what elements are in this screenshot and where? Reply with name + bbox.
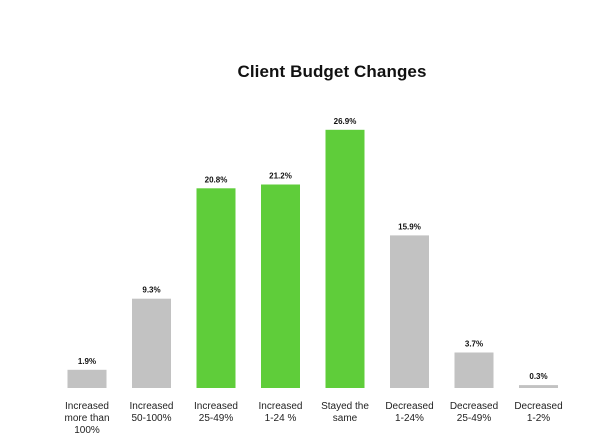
category-label-2: Increased 25-49% bbox=[194, 401, 238, 424]
category-label-3: Increased 1-24 % bbox=[259, 401, 303, 424]
bar-4 bbox=[325, 129, 365, 389]
bar-value-label-2: 20.8% bbox=[205, 175, 228, 184]
category-label-2-line-0: Increased bbox=[194, 401, 238, 412]
category-label-0: Increased more than 100% bbox=[64, 401, 109, 436]
category-label-6-line-0: Decreased bbox=[450, 401, 498, 412]
bar-value-label-7: 0.3% bbox=[529, 372, 547, 381]
bar-7 bbox=[519, 385, 558, 388]
bar-value-label-1: 9.3% bbox=[142, 286, 160, 295]
bar-value-label-6: 3.7% bbox=[465, 340, 483, 349]
bar-1 bbox=[132, 298, 171, 388]
category-label-4: Stayed the same bbox=[321, 401, 369, 424]
category-label-3-line-0: Increased bbox=[259, 401, 303, 412]
category-label-3-line-1: 1-24 % bbox=[265, 413, 297, 424]
bar-6 bbox=[454, 352, 494, 388]
category-label-4-line-0: Stayed the bbox=[321, 401, 369, 412]
category-label-7-line-0: Decreased bbox=[514, 401, 562, 412]
category-label-2-line-1: 25-49% bbox=[199, 413, 234, 424]
bar-0 bbox=[67, 369, 107, 388]
chart-title: Client Budget Changes bbox=[237, 62, 427, 81]
category-label-7: Decreased 1-2% bbox=[514, 401, 562, 424]
category-label-6: Decreased 25-49% bbox=[450, 401, 498, 424]
bar-value-label-3: 21.2% bbox=[269, 172, 292, 181]
bar-2 bbox=[196, 188, 236, 388]
bar-value-label-0: 1.9% bbox=[78, 357, 96, 366]
category-label-5-line-1: 1-24% bbox=[395, 413, 424, 424]
category-label-1-line-1: 50-100% bbox=[131, 413, 171, 424]
category-label-0-line-1: more than bbox=[64, 413, 109, 424]
bar-5 bbox=[390, 235, 429, 388]
category-label-4-line-1: same bbox=[333, 413, 358, 424]
category-label-6-line-1: 25-49% bbox=[457, 413, 492, 424]
category-label-5-line-0: Decreased bbox=[385, 401, 433, 412]
category-label-5: Decreased 1-24% bbox=[385, 401, 433, 424]
bar-value-label-4: 26.9% bbox=[334, 117, 357, 126]
category-label-0-line-2: 100% bbox=[74, 425, 100, 436]
category-label-1-line-0: Increased bbox=[130, 401, 174, 412]
category-label-1: Increased 50-100% bbox=[130, 401, 174, 424]
bar-value-label-5: 15.9% bbox=[398, 222, 421, 231]
category-label-0-line-0: Increased bbox=[65, 401, 109, 412]
category-label-7-line-1: 1-2% bbox=[527, 413, 550, 424]
bar-3 bbox=[261, 184, 300, 388]
